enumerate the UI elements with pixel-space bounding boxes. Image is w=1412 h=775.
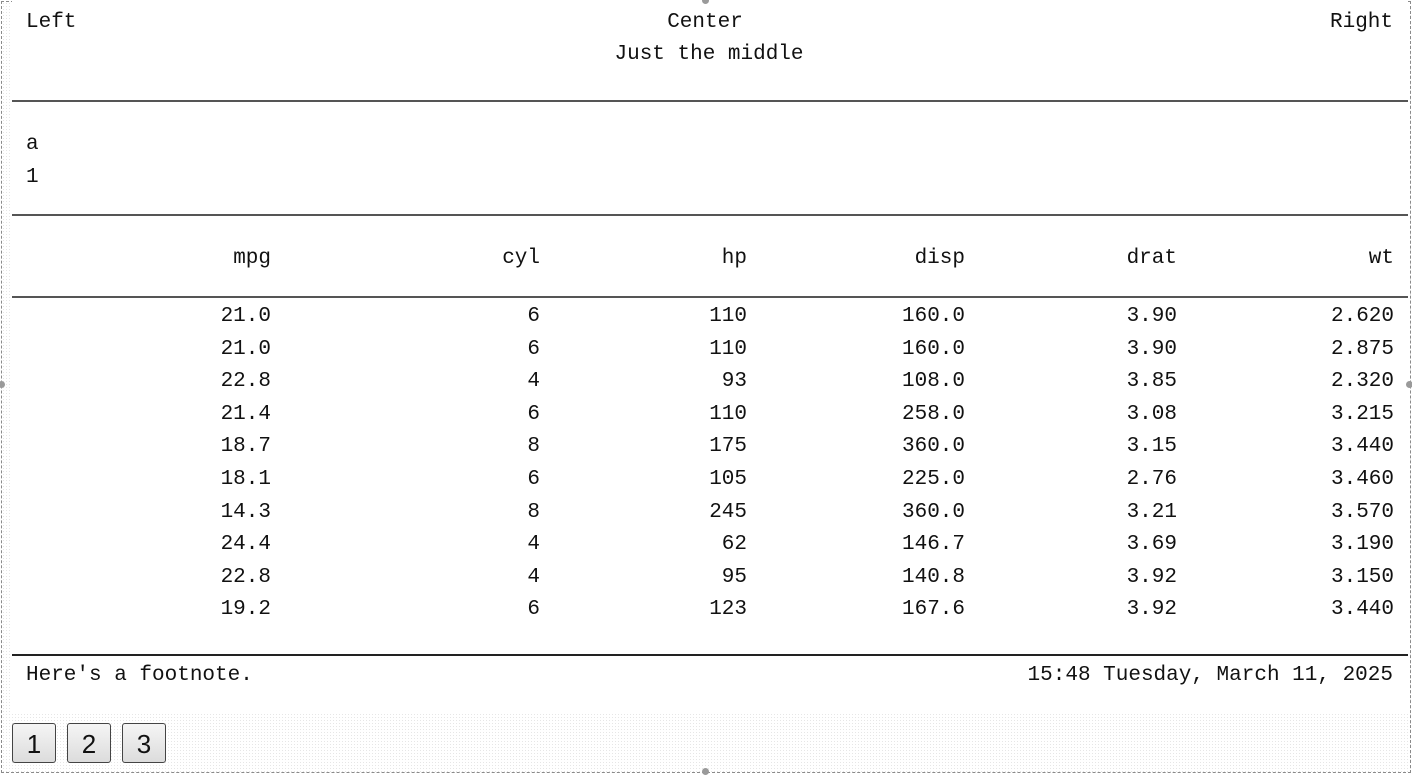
table-cell-mpg: 22.8 <box>220 370 271 393</box>
table-cell-drat: 3.92 <box>1126 598 1177 621</box>
table-cell-drat: 3.85 <box>1126 370 1177 393</box>
table-cell-disp: 146.7 <box>901 533 965 556</box>
table-cell-cyl: 6 <box>527 338 540 361</box>
table-cell-cyl: 4 <box>527 566 540 589</box>
table-cell-hp: 110 <box>709 338 747 361</box>
table-cell-cyl: 6 <box>527 598 540 621</box>
table-cell-hp: 110 <box>709 305 747 328</box>
table-cell-wt: 2.320 <box>1330 370 1394 393</box>
table-cell-disp: 140.8 <box>901 566 965 589</box>
table-cell-disp: 360.0 <box>901 435 965 458</box>
table-cell-cyl: 8 <box>527 501 540 524</box>
table-cell-disp: 108.0 <box>901 370 965 393</box>
column-header-hp: hp <box>721 247 747 270</box>
table-cell-disp: 258.0 <box>901 403 965 426</box>
table-cell-mpg: 18.1 <box>220 468 271 491</box>
footnote: Here's a footnote. <box>26 664 253 687</box>
table-cell-disp: 225.0 <box>901 468 965 491</box>
page-button-2[interactable]: 2 <box>67 723 111 763</box>
table-cell-hp: 123 <box>709 598 747 621</box>
table-cell-drat: 3.15 <box>1126 435 1177 458</box>
table-cell-mpg: 21.0 <box>220 338 271 361</box>
table-cell-mpg: 21.0 <box>220 305 271 328</box>
table-cell-cyl: 8 <box>527 435 540 458</box>
label-line-1: 1 <box>26 166 39 189</box>
table-cell-cyl: 6 <box>527 305 540 328</box>
table-cell-cyl: 4 <box>527 533 540 556</box>
table-cell-cyl: 6 <box>527 403 540 426</box>
table-cell-disp: 160.0 <box>901 338 965 361</box>
resize-handle-left[interactable] <box>0 381 5 388</box>
resize-handle-right[interactable] <box>1406 381 1412 388</box>
header-right: Right <box>1329 11 1393 34</box>
table-cell-mpg: 14.3 <box>220 501 271 524</box>
table-cell-hp: 245 <box>709 501 747 524</box>
table-cell-wt: 3.440 <box>1330 598 1394 621</box>
table-cell-disp: 167.6 <box>901 598 965 621</box>
footer-datetime: 15:48 Tuesday, March 11, 2025 <box>1027 664 1393 687</box>
table-cell-drat: 3.90 <box>1126 338 1177 361</box>
table-cell-wt: 3.215 <box>1330 403 1394 426</box>
table-cell-wt: 3.150 <box>1330 566 1394 589</box>
column-header-cyl: cyl <box>502 247 540 270</box>
table-cell-mpg: 21.4 <box>220 403 271 426</box>
page-button-1[interactable]: 1 <box>12 723 56 763</box>
table-cell-hp: 93 <box>721 370 747 393</box>
header-divider <box>12 100 1408 102</box>
table-cell-drat: 3.08 <box>1126 403 1177 426</box>
table-cell-drat: 3.90 <box>1126 305 1177 328</box>
table-cell-drat: 3.21 <box>1126 501 1177 524</box>
header-subtitle: Just the middle <box>614 43 804 66</box>
table-cell-hp: 110 <box>709 403 747 426</box>
header-left: Left <box>26 11 77 34</box>
header-center: Center <box>667 11 743 34</box>
table-cell-wt: 3.570 <box>1330 501 1394 524</box>
report-page <box>12 0 1408 712</box>
table-bottom-divider <box>12 654 1408 656</box>
resize-handle-bottom[interactable] <box>702 768 709 775</box>
table-cell-mpg: 22.8 <box>220 566 271 589</box>
table-cell-mpg: 24.4 <box>220 533 271 556</box>
table-cell-mpg: 18.7 <box>220 435 271 458</box>
column-header-disp: disp <box>914 247 965 270</box>
table-cell-disp: 360.0 <box>901 501 965 524</box>
label-line-a: a <box>26 133 39 156</box>
table-cell-wt: 3.190 <box>1330 533 1394 556</box>
table-cell-cyl: 4 <box>527 370 540 393</box>
table-cell-disp: 160.0 <box>901 305 965 328</box>
column-header-drat: drat <box>1126 247 1177 270</box>
table-cell-hp: 105 <box>709 468 747 491</box>
column-header-mpg: mpg <box>233 247 271 270</box>
table-cell-wt: 2.620 <box>1330 305 1394 328</box>
table-cell-hp: 95 <box>721 566 747 589</box>
table-cell-cyl: 6 <box>527 468 540 491</box>
page-button-3[interactable]: 3 <box>122 723 166 763</box>
table-cell-hp: 175 <box>709 435 747 458</box>
table-cell-wt: 3.460 <box>1330 468 1394 491</box>
table-cell-wt: 2.875 <box>1330 338 1394 361</box>
column-header-wt: wt <box>1368 247 1394 270</box>
table-header-divider <box>12 296 1408 298</box>
resize-handle-top[interactable] <box>702 0 709 4</box>
table-top-divider <box>12 214 1408 216</box>
table-cell-drat: 3.92 <box>1126 566 1177 589</box>
table-cell-drat: 3.69 <box>1126 533 1177 556</box>
table-cell-mpg: 19.2 <box>220 598 271 621</box>
table-cell-drat: 2.76 <box>1126 468 1177 491</box>
table-cell-wt: 3.440 <box>1330 435 1394 458</box>
table-cell-hp: 62 <box>721 533 747 556</box>
